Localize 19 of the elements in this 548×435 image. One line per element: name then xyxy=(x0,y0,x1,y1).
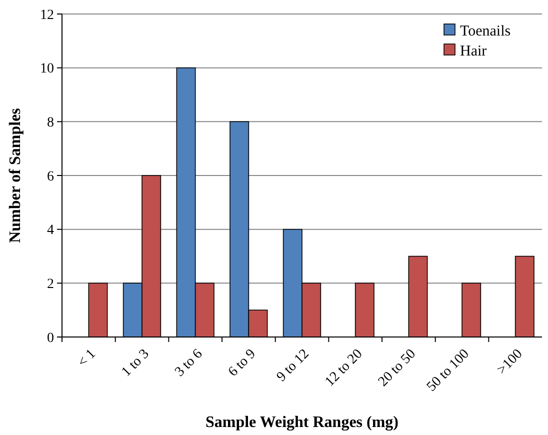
x-tick-label: < 1 xyxy=(75,346,99,370)
x-tick-label: 20 to 50 xyxy=(376,346,419,390)
x-tick-label: 6 to 9 xyxy=(226,346,259,380)
y-tick-label: 12 xyxy=(40,8,54,23)
x-axis-title: Sample Weight Ranges (mg) xyxy=(205,414,399,431)
y-tick-label: 0 xyxy=(47,330,54,346)
y-tick-label: 10 xyxy=(40,62,54,77)
x-tick-label: 3 to 6 xyxy=(172,346,206,380)
legend-label: Toenails xyxy=(460,23,511,40)
x-tick-label: 1 to 3 xyxy=(119,346,152,380)
x-tick-label: 9 to 12 xyxy=(274,346,312,385)
y-tick-label: 8 xyxy=(47,116,54,131)
y-axis-title: Number of Samples xyxy=(7,108,24,243)
y-tick-label: 4 xyxy=(47,223,54,238)
legend-label: Hair xyxy=(460,43,487,60)
y-tick-label: 6 xyxy=(47,169,54,184)
y-tick-label: 2 xyxy=(47,277,54,292)
x-tick-label: 50 to 100 xyxy=(424,346,472,395)
x-tick-label: 12 to 20 xyxy=(322,346,366,390)
